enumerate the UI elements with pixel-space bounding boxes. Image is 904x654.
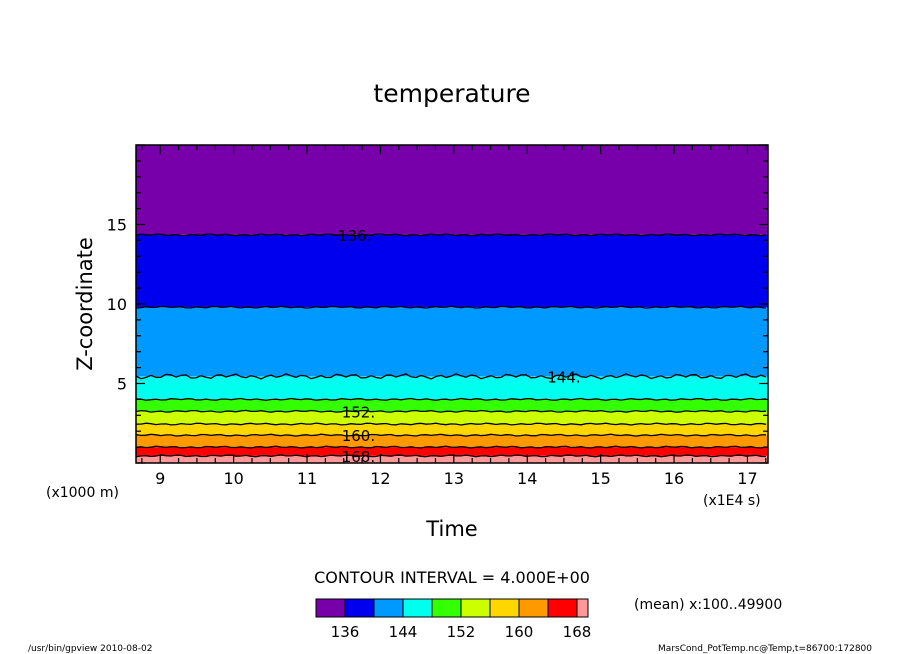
x-tick-label: 10 [223,469,243,488]
contour-line-156 [135,433,767,437]
band-164-168 [136,447,768,456]
contour-line-132 [135,233,767,237]
colorbar-label: 160 [505,623,534,641]
colorbar [315,598,589,618]
band-156-160 [136,424,768,436]
contour-interval-label: CONTOUR INTERVAL = 4.000E+00 [314,568,590,587]
colorbar-labels: 136 144 152 160 168 [331,623,592,641]
contour-label-168: 168. [342,448,375,466]
x-tick-label: 16 [664,469,684,488]
axis-ticks [136,144,768,464]
x-tick-label: 12 [370,469,390,488]
contour-line-152 [136,422,767,426]
y-tick-labels: 5 10 15 [107,216,127,394]
colorbar-cell [373,598,404,618]
x-tick-label: 9 [155,469,165,488]
band-148-152 [136,399,768,412]
band-140-144 [136,307,768,377]
contour-label-160: 160. [342,427,375,445]
x-tick-label: 13 [444,469,464,488]
x-tick-label: 15 [590,469,610,488]
colorbar-label: 152 [447,623,476,641]
contour-line-164 [135,454,767,458]
footer-left: /usr/bin/gpview 2010-08-02 [28,644,152,654]
colorbar-label: 168 [563,623,592,641]
chart-title: temperature [373,79,530,108]
contour-labels: 136. 144. 152. 160. 168. [338,227,581,466]
y-axis-label: Z-coordinate [73,237,97,371]
filled-bands [136,145,768,463]
contour-line-136 [135,305,767,309]
footer-right: MarsCond_PotTemp.nc@Temp,t=86700:172800 [658,644,872,654]
y-tick-label: 5 [117,375,127,394]
colorbar-cell [460,598,491,618]
colorbar-cell [402,598,433,618]
colorbar-cell [344,598,375,618]
colorbar-frame [315,598,589,618]
x-tick-labels: 9 10 11 12 13 14 15 16 17 [155,469,757,488]
band-160-164 [136,435,768,448]
colorbar-cell [518,598,549,618]
x-tick-label: 11 [297,469,317,488]
mean-range-label: (mean) x:100..49900 [634,597,782,613]
x-tick-label: 14 [517,469,537,488]
contour-lines [135,233,767,458]
colorbar-cell [431,598,462,618]
y-tick-label: 10 [107,295,127,314]
x-unit-label: (x1E4 s) [703,493,761,509]
contour-line-160 [135,445,767,449]
contour-line-144 [135,397,767,401]
contour-line-148 [135,409,767,413]
colorbar-cell [547,598,578,618]
colorbar-label: 144 [389,623,418,641]
band-168-172 [136,455,768,463]
band-152-156 [136,411,768,425]
band-132-136 [136,145,768,235]
contour-label-144: 144. [547,368,580,386]
x-tick-label: 17 [737,469,757,488]
y-unit-label: (x1000 m) [46,485,119,501]
colorbar-cell [489,598,520,618]
contour-line-140 [135,373,767,380]
band-136-140 [136,234,768,308]
contour-label-152: 152. [342,403,375,421]
colorbar-cell [315,598,346,618]
contour-label-136: 136. [338,227,371,245]
colorbar-cell [576,598,589,618]
y-tick-label: 15 [107,216,127,235]
colorbar-label: 136 [331,623,360,641]
x-axis-label: Time [425,517,477,541]
band-144-148 [136,376,768,400]
